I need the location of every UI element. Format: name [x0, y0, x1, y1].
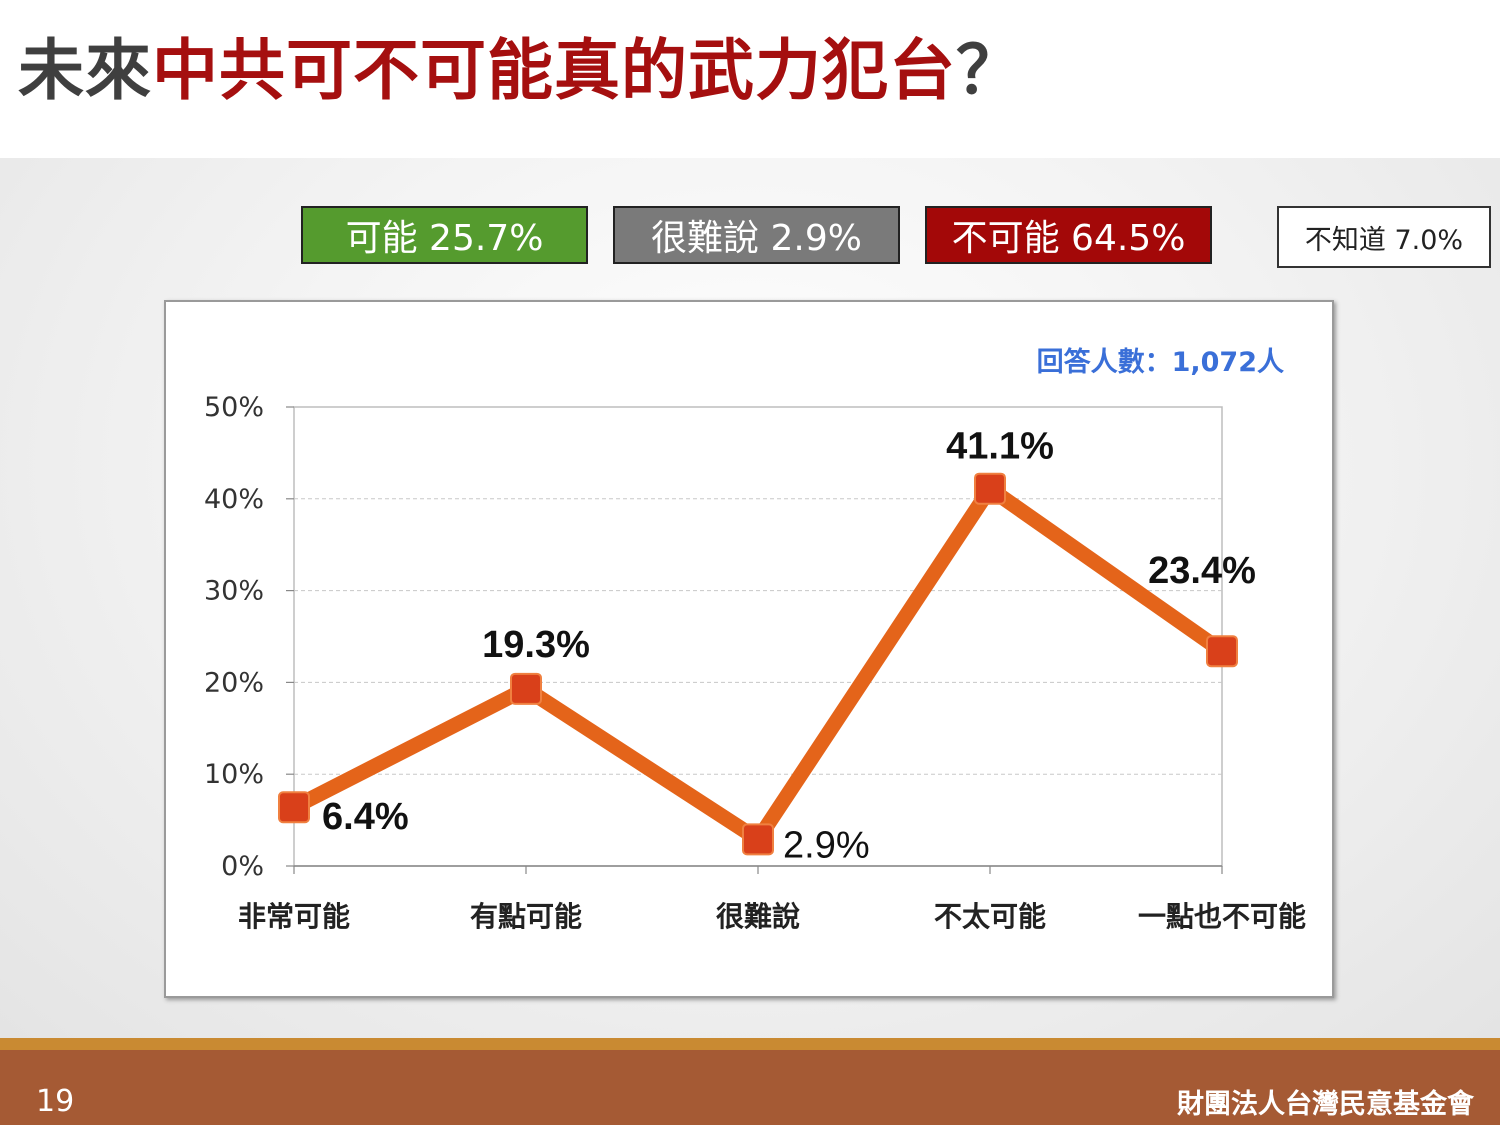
footer: 19 財團法人台灣民意基金會 — [0, 1038, 1500, 1125]
title-bar: 未來中共可不可能真的武力犯台？ — [0, 0, 1500, 158]
summary-hard-to-say-badge: 很難說 2.9% — [613, 206, 900, 264]
data-point-marker — [278, 791, 310, 824]
chart-panel: 回答人數：1,072人 0% 10% 20% 30% 40% 50% 非常可能 有點可能 很難說… — [164, 300, 1334, 998]
series-line — [290, 478, 1227, 850]
title-part-2: 中共可不可能真的武力犯台 — [152, 32, 956, 109]
data-label: 41.1% — [946, 426, 1054, 468]
data-label: 2.9% — [783, 824, 870, 866]
page-number: 19 — [36, 1084, 75, 1119]
y-tick-label: 20% — [204, 667, 264, 698]
page-title: 未來中共可不可能真的武力犯台？ — [18, 38, 1023, 104]
organization-name: 財團法人台灣民意基金會 — [1177, 1089, 1474, 1120]
y-tick-label: 30% — [204, 576, 264, 607]
data-label: 23.4% — [1148, 550, 1256, 592]
summary-possible-badge: 可能 25.7% — [301, 206, 588, 264]
plot-frame — [293, 406, 1223, 867]
data-label: 19.3% — [482, 624, 590, 666]
summary-unknown-badge: 不知道 7.0% — [1277, 206, 1491, 268]
title-part-3: ？ — [956, 32, 1023, 109]
title-part-1: 未來 — [18, 32, 152, 109]
x-tick-label: 很難說 — [716, 900, 800, 933]
x-tick-label: 一點也不可能 — [1138, 900, 1306, 933]
summary-impossible-badge: 不可能 64.5% — [925, 206, 1212, 264]
x-tick-label: 非常可能 — [238, 900, 350, 933]
data-point-marker — [510, 672, 542, 705]
x-tick-label: 有點可能 — [470, 900, 582, 933]
data-point-marker — [742, 823, 774, 856]
data-point-marker — [1206, 635, 1238, 668]
y-tick-label: 50% — [204, 392, 264, 423]
data-label: 6.4% — [322, 796, 409, 838]
data-point-marker — [974, 472, 1006, 505]
y-tick-label: 0% — [221, 851, 264, 882]
y-tick-label: 10% — [204, 759, 264, 790]
y-tick-label: 40% — [204, 484, 264, 515]
sample-size-note: 回答人數：1,072人 — [1036, 347, 1284, 378]
x-tick-label: 不太可能 — [934, 900, 1046, 933]
line-chart: 0% 10% 20% 30% 40% 50% 非常可能 有點可能 很難說 不太可能 一點也不可能 6.… — [204, 392, 1306, 933]
